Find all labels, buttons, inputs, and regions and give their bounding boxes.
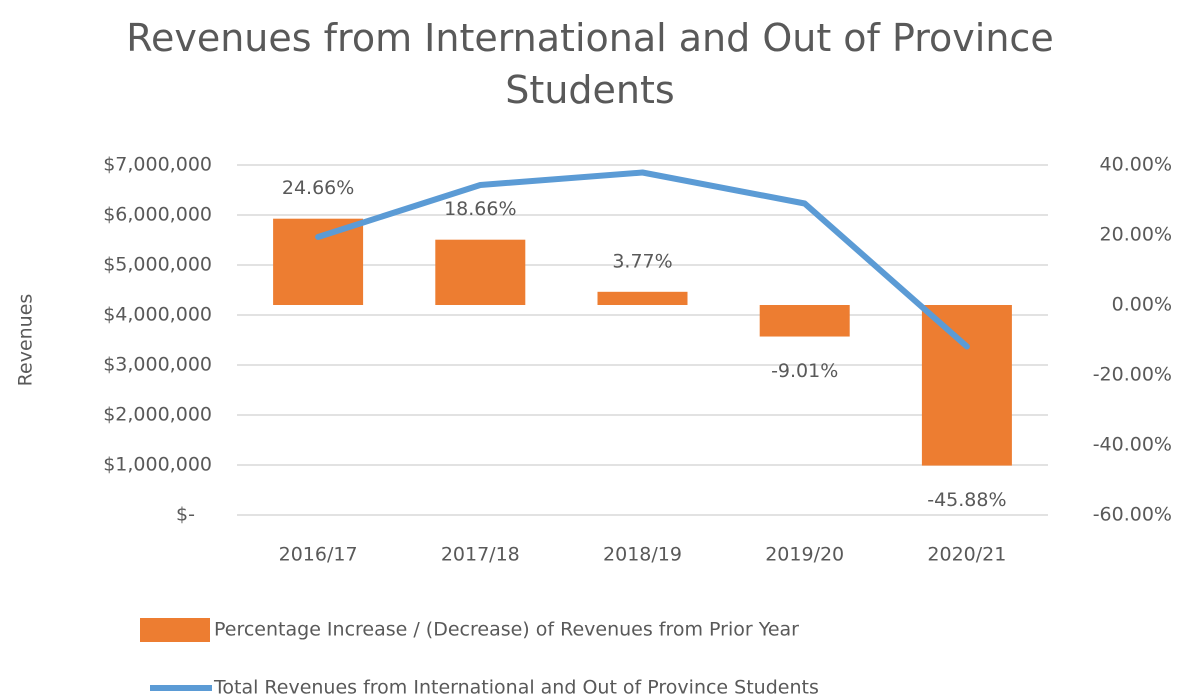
y-tick-label: $4,000,000 xyxy=(103,304,212,326)
y-tick-label: $5,000,000 xyxy=(103,254,212,276)
y-tick-label: $6,000,000 xyxy=(103,204,212,226)
legend-swatch xyxy=(140,618,210,642)
data-label: -9.01% xyxy=(771,360,838,382)
y-tick-label: $3,000,000 xyxy=(103,354,212,376)
y-tick-label: $- xyxy=(176,504,195,526)
y2-tick-label: -40.00% xyxy=(1093,434,1172,456)
y2-tick-label: 20.00% xyxy=(1100,224,1172,246)
y-tick-label: $2,000,000 xyxy=(103,404,212,426)
bar xyxy=(597,291,688,305)
y-tick-label: $1,000,000 xyxy=(103,454,212,476)
data-label: -45.88% xyxy=(927,489,1006,511)
y2-tick-label: -60.00% xyxy=(1093,504,1172,526)
x-tick-label: 2018/19 xyxy=(603,544,682,566)
data-label: 24.66% xyxy=(282,177,354,199)
y-axis-title: Revenues xyxy=(15,294,37,387)
y2-tick-label: -20.00% xyxy=(1093,364,1172,386)
data-label: 18.66% xyxy=(444,198,516,220)
x-tick-label: 2017/18 xyxy=(441,544,520,566)
x-tick-label: 2019/20 xyxy=(765,544,844,566)
bar xyxy=(921,305,1012,466)
data-label: 3.77% xyxy=(612,250,672,272)
y2-tick-label: 0.00% xyxy=(1112,294,1172,316)
x-tick-label: 2016/17 xyxy=(279,544,358,566)
legend-label: Percentage Increase / (Decrease) of Reve… xyxy=(214,619,799,641)
bar xyxy=(759,305,850,337)
chart-title: Revenues from International and Out of P… xyxy=(126,16,1054,112)
bar xyxy=(273,218,364,305)
legend-label: Total Revenues from International and Ou… xyxy=(213,677,819,694)
y2-tick-label: 40.00% xyxy=(1100,154,1172,176)
y-tick-label: $7,000,000 xyxy=(103,154,212,176)
bar xyxy=(435,239,526,305)
x-tick-label: 2020/21 xyxy=(927,544,1006,566)
line xyxy=(315,169,970,350)
